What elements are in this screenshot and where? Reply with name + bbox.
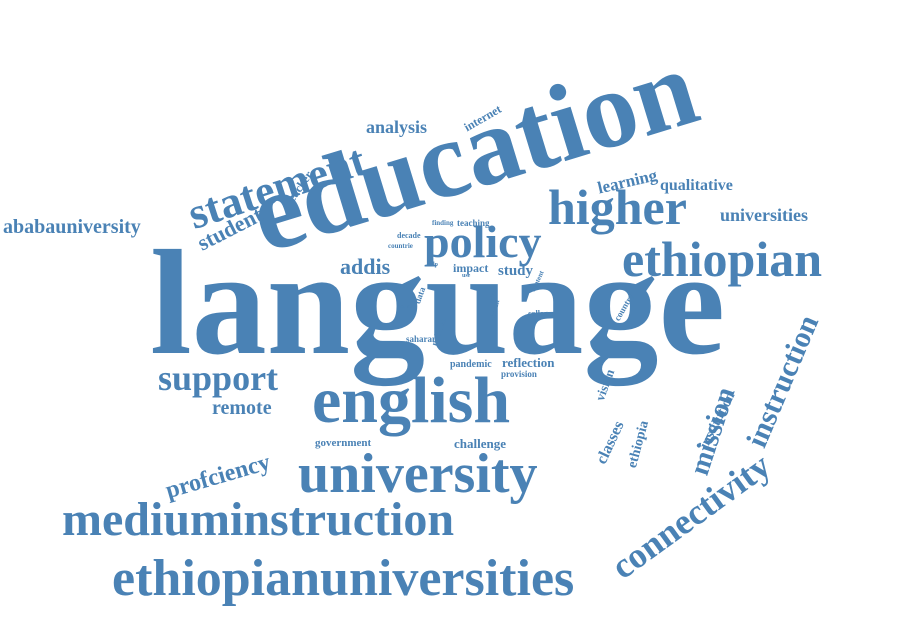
word-ababauniversity: ababauniversity [3,216,141,238]
word-instruction: instruction [740,310,826,453]
word-help: help [427,262,439,268]
word-limited: limited [385,282,406,290]
word-remote: remote [212,397,272,419]
word-university: university [298,443,538,505]
word-ethiopianuniversities: ethiopianuniversities [112,550,575,607]
word-universities: universities [720,205,808,225]
word-ethiopia: ethiopia [625,419,653,470]
word-provision: provision [501,369,537,379]
word-higher: higher [548,179,687,235]
word-use: use [462,273,471,279]
word-study: study [498,263,534,279]
word-saharan: saharan [406,334,438,344]
word-qualitative: qualitative [660,177,733,194]
word-pandemic: pandemic [450,359,492,370]
word-policy: policy [424,216,542,267]
word-language: language [150,220,726,386]
word-analysis: analysis [366,117,428,137]
word-decade: decade [397,231,421,240]
word-support: support [158,358,279,398]
word-challenge: challenge [454,436,506,451]
word-addis: addis [340,254,391,279]
word-ethiopian: ethiopian [622,231,823,287]
word-reflection: reflection [502,355,555,370]
word-impact: impact [453,261,489,275]
word-teaching: teaching [457,218,490,228]
word-government: government [315,437,372,449]
word-social: social [398,304,413,310]
word-countrie: countrie [388,242,413,250]
word-college: college [528,309,552,318]
word-finding: finding [432,219,454,227]
word-classes: classes [593,418,628,467]
word-mediuminstruction: mediuminstruction [62,493,455,546]
word-english: english [312,364,511,437]
